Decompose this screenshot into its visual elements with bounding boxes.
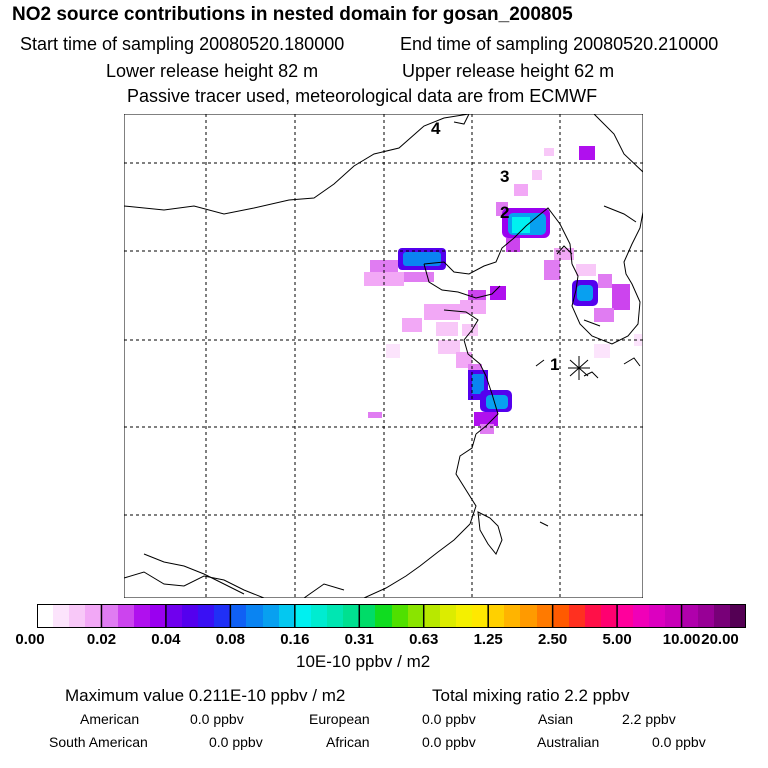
map-label-2: 2 — [500, 203, 509, 222]
colorbar-tick-label: 0.31 — [344, 631, 374, 648]
colorbar-swatch — [392, 604, 408, 628]
colorbar-units: 10E-10 ppbv / m2 — [296, 652, 431, 671]
colorbar-swatch — [682, 604, 698, 628]
colorbar-swatch — [408, 604, 424, 628]
colorbar-swatch — [295, 604, 311, 628]
start-time: Start time of sampling 20080520.180000 — [20, 34, 345, 54]
colorbar-swatch — [230, 604, 246, 628]
region-name-asian: Asian — [538, 711, 574, 727]
colorbar-swatch — [585, 604, 601, 628]
end-time: End time of sampling 20080520.210000 — [400, 34, 719, 54]
colorbar-tick-label: 0.08 — [215, 631, 245, 648]
colorbar-tick-label: 2.50 — [538, 631, 568, 648]
colorbar-tick-label: 0.00 — [15, 631, 45, 648]
colorbar-swatch — [375, 604, 392, 628]
receptor-star-icon — [568, 356, 590, 380]
colorbar-tick-label: 0.02 — [86, 631, 117, 648]
colorbar-swatch — [730, 604, 746, 628]
colorbar-swatch — [633, 604, 649, 628]
colorbar-swatch — [424, 604, 440, 628]
map-label-3: 3 — [500, 167, 509, 186]
colorbar-swatch — [520, 604, 537, 628]
colorbar-tick-label: 10.00 — [662, 631, 701, 648]
colorbar-swatch — [649, 604, 665, 628]
colorbar-swatch — [456, 604, 472, 628]
colorbar-swatch — [246, 604, 263, 628]
colorbar-swatch — [118, 604, 134, 628]
colorbar-swatch — [698, 604, 714, 628]
colorbar-swatch — [150, 604, 166, 628]
colorbar-swatch — [198, 604, 214, 628]
lower-release-height: Lower release height 82 m — [106, 61, 319, 81]
colorbar-swatch — [182, 604, 198, 628]
max-value: Maximum value 0.211E-10 ppbv / m2 — [65, 686, 346, 705]
region-value-australian: 0.0 ppbv — [652, 734, 706, 750]
region-value-american: 0.0 ppbv — [190, 711, 244, 727]
upper-release-height: Upper release height 62 m — [402, 61, 615, 81]
colorbar-swatch — [214, 604, 230, 628]
colorbar-swatch — [617, 604, 633, 628]
colorbar-swatch — [37, 604, 53, 628]
colorbar-swatch — [53, 604, 69, 628]
coastlines — [124, 114, 643, 598]
region-name-european: European — [309, 711, 370, 727]
colorbar — [37, 604, 746, 628]
chart-title: NO2 source contributions in nested domai… — [12, 4, 573, 25]
region-name-south-american: South American — [49, 734, 148, 750]
region-name-australian: Australian — [537, 734, 600, 750]
colorbar-swatch — [504, 604, 520, 628]
colorbar-tick-label: 0.04 — [151, 631, 181, 648]
total-mixing-ratio: Total mixing ratio 2.2 ppbv — [432, 686, 630, 705]
colorbar-frame — [37, 604, 746, 628]
colorbar-swatch — [553, 604, 569, 628]
colorbar-swatch — [69, 604, 85, 628]
colorbar-swatch — [263, 604, 279, 628]
region-name-african: African — [326, 734, 370, 750]
colorbar-swatch — [601, 604, 617, 628]
colorbar-tick-label: 0.63 — [409, 631, 439, 648]
colorbar-swatch — [327, 604, 343, 628]
colorbar-tick-label: 0.16 — [280, 631, 310, 648]
colorbar-swatch — [440, 604, 456, 628]
tracer-note: Passive tracer used, meteorological data… — [127, 86, 598, 106]
colorbar-tick-label: 1.25 — [473, 631, 503, 648]
map-label-4: 4 — [431, 119, 441, 138]
region-value-european: 0.0 ppbv — [422, 711, 476, 727]
colorbar-swatch — [311, 604, 327, 628]
map-label-1: 1 — [550, 355, 559, 374]
region-name-american: American — [80, 711, 140, 727]
colorbar-tick-label: 5.00 — [602, 631, 632, 648]
concentration-map: 4 3 2 1 — [124, 114, 643, 598]
colorbar-swatch — [665, 604, 682, 628]
colorbar-swatch — [472, 604, 488, 628]
colorbar-swatch — [569, 604, 585, 628]
grid-lines — [124, 114, 643, 598]
colorbar-swatch — [85, 604, 101, 628]
region-value-asian: 2.2 ppbv — [622, 711, 676, 727]
colorbar-swatch — [279, 604, 295, 628]
colorbar-swatch — [537, 604, 553, 628]
colorbar-swatch — [488, 604, 504, 628]
colorbar-swatch — [359, 604, 375, 628]
colorbar-swatch — [134, 604, 150, 628]
colorbar-swatch — [714, 604, 730, 628]
colorbar-tick-label: 20.00 — [701, 631, 739, 648]
colorbar-swatch — [343, 604, 359, 628]
region-value-african: 0.0 ppbv — [422, 734, 476, 750]
colorbar-swatch — [166, 604, 182, 628]
region-value-south-american: 0.0 ppbv — [209, 734, 263, 750]
colorbar-swatch — [101, 604, 118, 628]
